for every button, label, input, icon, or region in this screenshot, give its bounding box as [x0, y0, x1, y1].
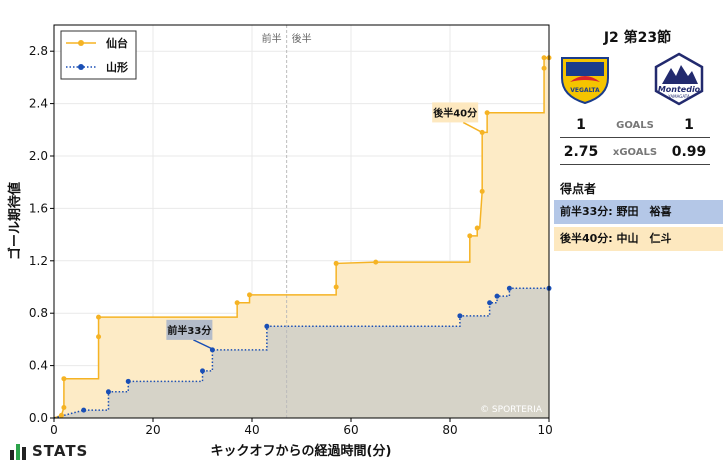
second-half-label: 後半	[292, 32, 312, 45]
legend-marker-home	[78, 40, 84, 46]
tick-layer: 0 20 40 60 80 100 0.0 0.4 0.8 1.2 1.6 2.0 2.4 2.8	[29, 44, 552, 437]
xg-point-0	[333, 260, 339, 266]
montedio-crest-icon: Montedio YAMAGATA	[654, 52, 704, 106]
xg-line-1	[53, 287, 549, 419]
xg-point-1	[506, 285, 512, 291]
xg-point-1	[81, 407, 87, 413]
first-half-label: 前半	[262, 32, 282, 45]
x-tick-label: 0	[50, 423, 58, 437]
y-tick-label: 0.8	[29, 306, 48, 320]
y-tick-label: 0.0	[29, 411, 48, 425]
xg-point-0	[58, 412, 64, 418]
xg-point-1	[125, 378, 131, 384]
xg-area-1	[54, 288, 549, 418]
y-tick-label: 2.0	[29, 149, 48, 163]
annotation-box	[166, 319, 213, 340]
y-tick-label: 2.8	[29, 44, 48, 58]
x-tick-label: 80	[442, 423, 457, 437]
match-panel: J2 第23節 VEGALTA Montedio YAMAGATA 1 GOAL…	[552, 0, 723, 463]
montedio-crest-subtext: YAMAGATA	[667, 94, 690, 99]
xg-point-0	[333, 284, 339, 290]
xg-point-0	[373, 259, 379, 265]
xg-point-0	[479, 188, 485, 194]
xgoals-row: 2.75 xGOALS 0.99	[560, 142, 710, 165]
xg-point-1	[105, 389, 111, 395]
xg-point-0	[247, 292, 253, 298]
y-tick-label: 1.6	[29, 201, 48, 215]
away-xgoals: 0.99	[671, 144, 707, 160]
home-xgoals: 2.75	[563, 144, 599, 160]
xgoals-label: xGOALS	[612, 147, 658, 158]
legend: 仙台 山形	[60, 30, 137, 80]
goals-row: 1 GOALS 1	[560, 115, 710, 138]
annotation-layer: 前半33分 後半40分	[166, 102, 483, 351]
xg-point-1	[200, 368, 205, 374]
xg-point-0	[96, 314, 102, 320]
plot-frame	[53, 24, 550, 419]
x-tick-label: 100	[538, 423, 552, 437]
goals-label: GOALS	[616, 120, 654, 131]
y-axis-label: ゴール期待値	[7, 182, 23, 260]
xg-point-0	[96, 334, 102, 340]
away-goals: 1	[684, 117, 694, 133]
xg-point-1	[457, 313, 463, 319]
scorer-row: 後半40分: 中山 仁斗	[554, 227, 723, 251]
scorers-title: 得点者	[560, 182, 597, 196]
y-tick-label: 2.4	[29, 97, 48, 111]
xg-point-0	[474, 225, 480, 231]
annotation-label: 前半33分	[167, 324, 211, 337]
montedio-crest-text: Montedio	[658, 85, 701, 94]
xg-point-0	[541, 55, 547, 61]
match-title: J2 第23節	[603, 30, 672, 46]
xg-point-1	[264, 323, 270, 329]
annotation-box	[432, 102, 479, 123]
y-tick-label: 0.4	[29, 359, 48, 373]
x-axis-label: キックオフからの経過時間(分)	[211, 443, 392, 459]
line-layer	[53, 55, 552, 419]
legend-label-away: 山形	[106, 60, 128, 74]
vegalta-crest-icon: VEGALTA	[561, 57, 609, 105]
xg-line-0	[53, 57, 549, 419]
x-tick-label: 40	[244, 423, 259, 437]
annotation-pointer	[462, 121, 483, 134]
xg-point-1	[487, 300, 493, 306]
y-tick-label: 1.2	[29, 254, 48, 268]
legend-marker-away	[78, 64, 84, 70]
legend-box	[60, 30, 137, 80]
xg-chart: 前半 後半 前半33分 後半40分 0 20 40 60 80 100 0.0 0.4 0.8 1.…	[7, 24, 552, 459]
x-tick-label: 60	[343, 423, 358, 437]
xg-point-0	[484, 110, 490, 116]
home-goals: 1	[576, 117, 586, 133]
xg-point-0	[541, 65, 547, 71]
annotation-pointer	[193, 339, 215, 351]
legend-label-home: 仙台	[106, 36, 128, 50]
xg-point-0	[61, 405, 67, 411]
vegalta-crest-text: VEGALTA	[570, 87, 600, 94]
brand-name: STATS	[32, 442, 89, 460]
xg-point-0	[61, 376, 67, 382]
scorer-row: 前半33分: 野田 裕喜	[554, 200, 723, 224]
watermark: © SPORTERIA	[480, 405, 543, 415]
xg-point-0	[467, 233, 473, 239]
x-tick-label: 20	[145, 423, 160, 437]
stats-logo-icon	[10, 444, 26, 460]
annotation-label: 後半40分	[433, 106, 477, 119]
xg-point-0	[234, 300, 240, 306]
xg-point-1	[494, 293, 500, 299]
